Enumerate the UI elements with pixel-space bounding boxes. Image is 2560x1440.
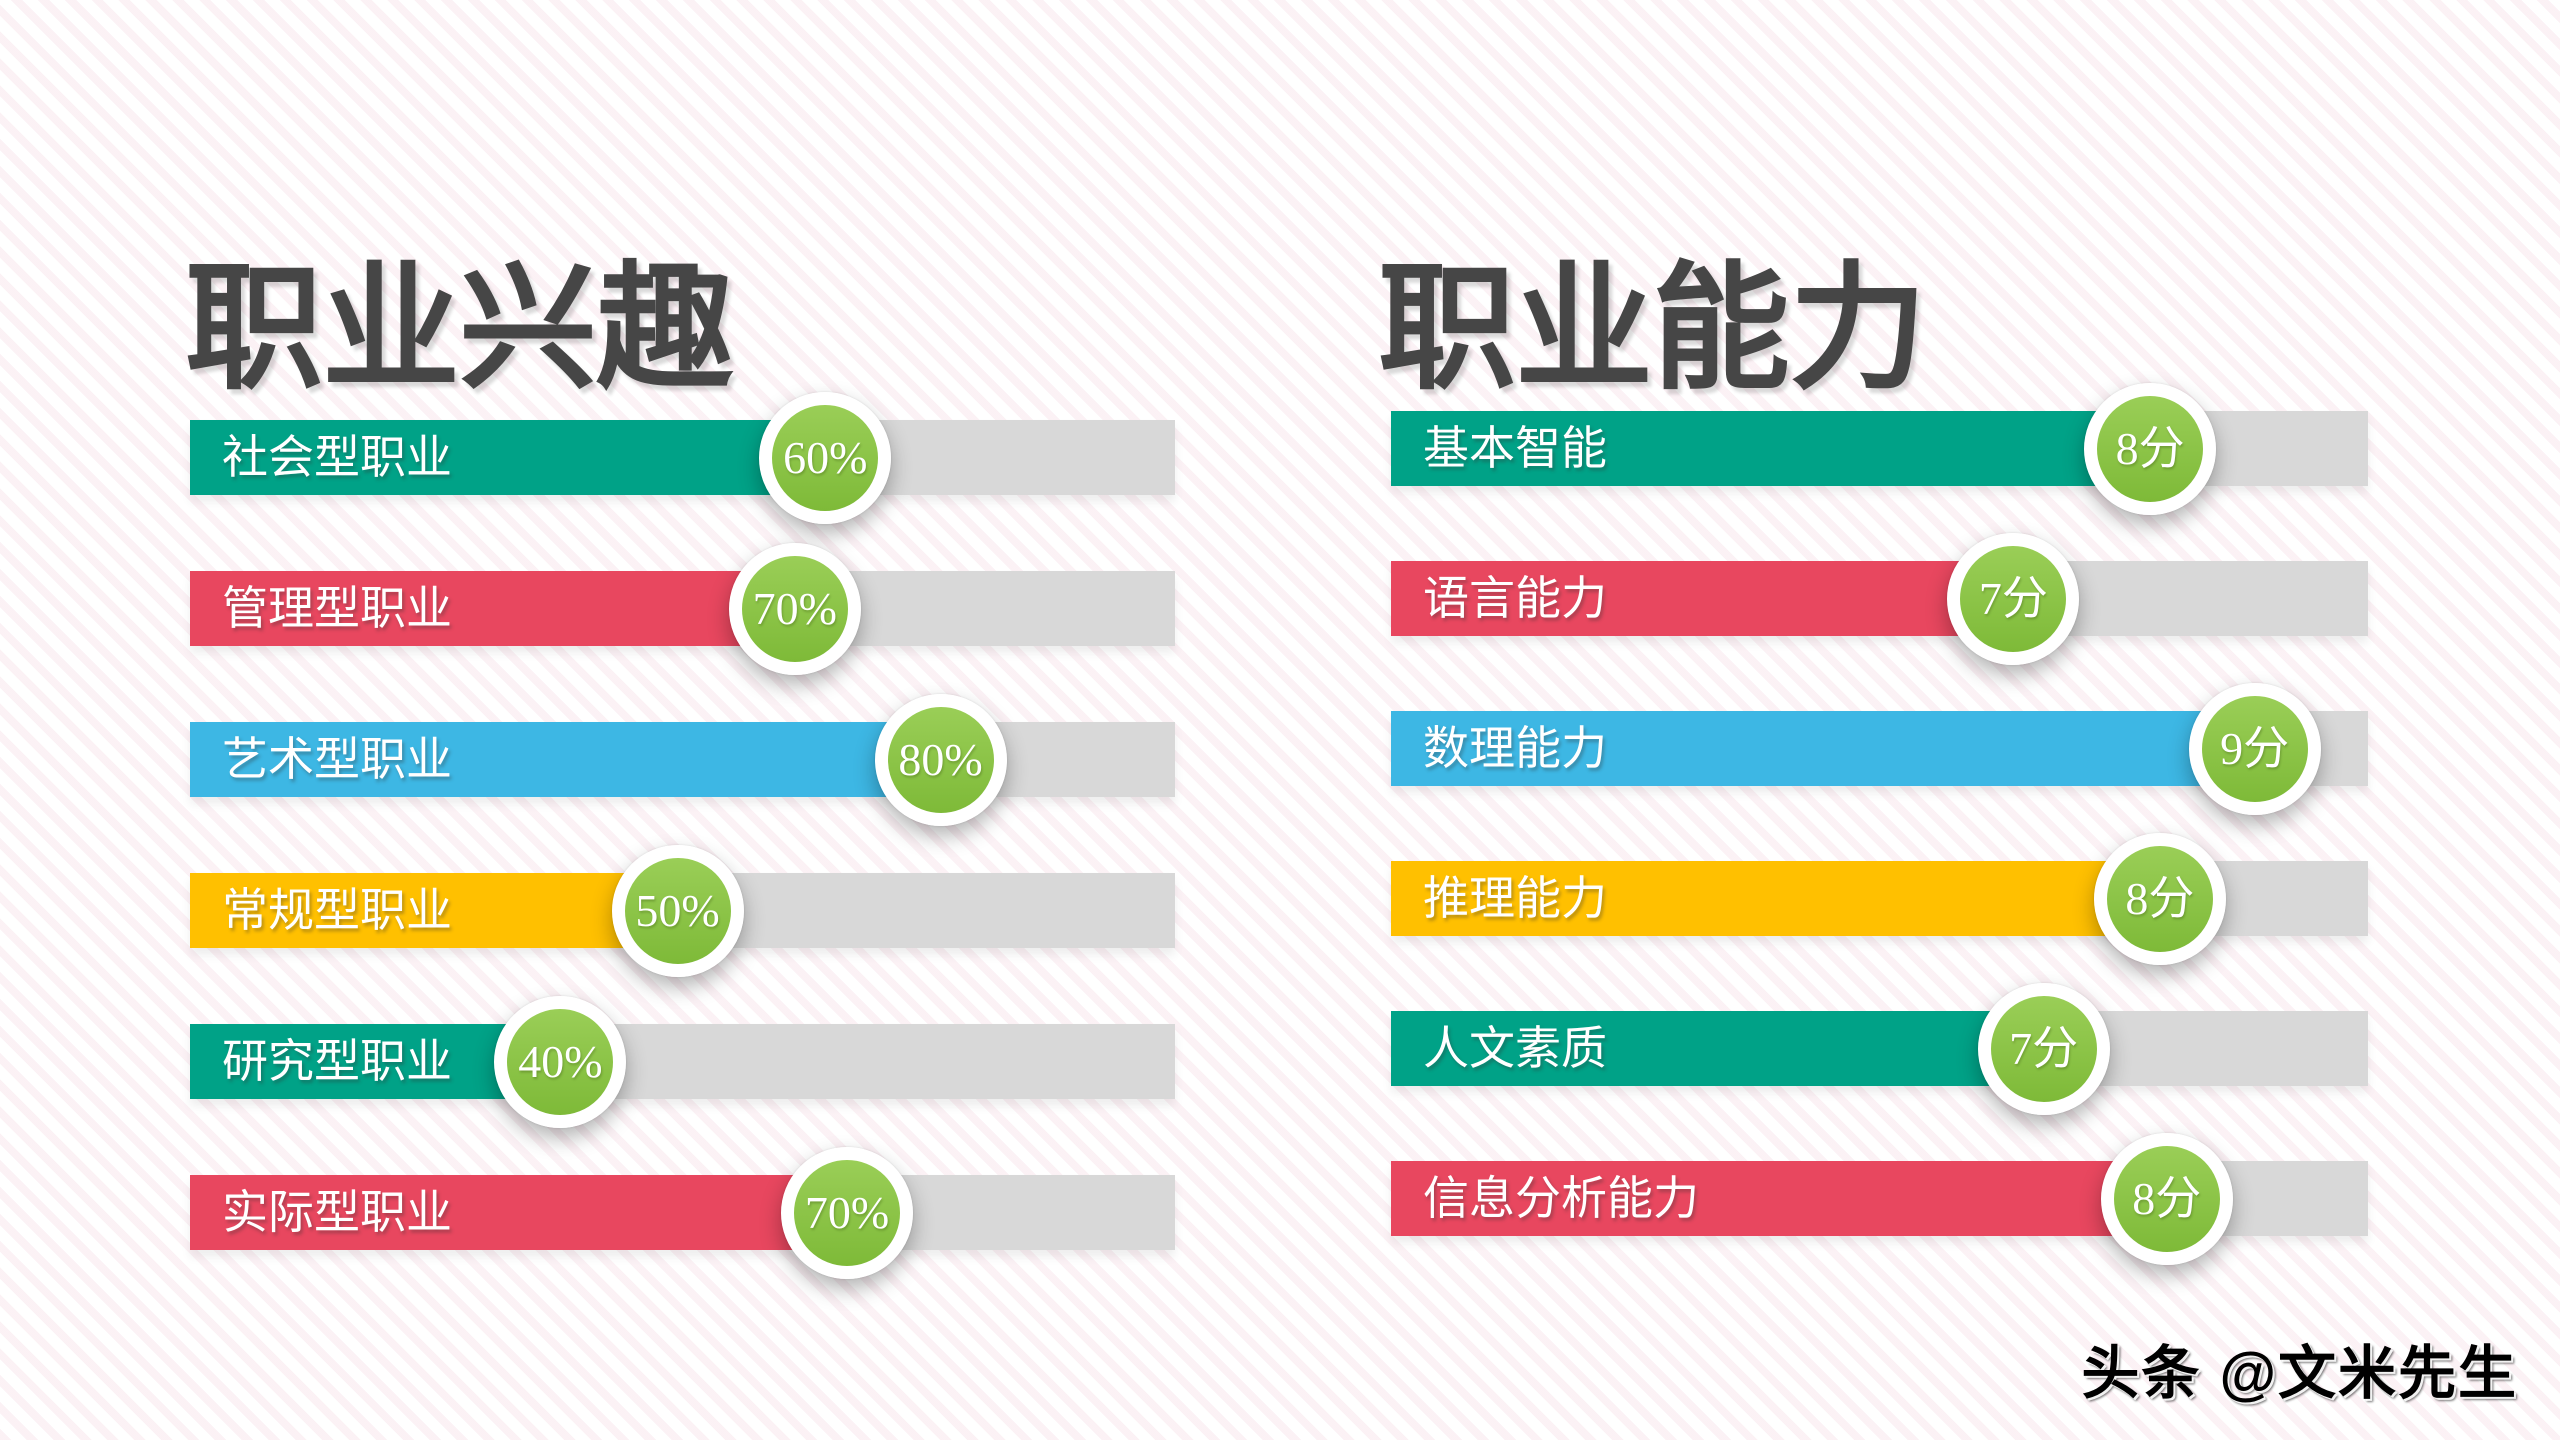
bar-label: 研究型职业 [222,1035,452,1087]
bar-track: 常规型职业 50% [190,844,1175,977]
badge-value: 7分 [1978,572,2048,624]
bar-label: 常规型职业 [222,884,452,936]
bar-fill [1391,1161,2167,1236]
bar-row: 常规型职业 50% [190,844,1175,977]
value-badge: 60% [759,391,892,524]
bar-label: 数理能力 [1423,722,1607,774]
bar-row: 人文素质 7分 [1391,982,2368,1115]
career-interest-chart: 社会型职业 60% 管理型职业 70% 艺术型职业 80% 常规型职业 [190,391,1175,1326]
badge-value: 9分 [2220,722,2290,774]
bar-fill [1391,711,2255,786]
bar-fill [1391,861,2160,936]
bar-label: 信息分析能力 [1423,1172,1699,1224]
bar-track: 艺术型职业 80% [190,693,1175,826]
badge-value: 8分 [2132,1172,2202,1224]
bar-label: 社会型职业 [222,431,452,483]
bar-label: 实际型职业 [222,1186,452,1238]
bar-fill [190,1175,847,1250]
value-badge: 80% [874,693,1007,826]
bar-label: 人文素质 [1423,1022,1607,1074]
bar-fill [190,873,678,948]
bar-row: 基本智能 8分 [1391,382,2368,515]
value-badge: 7分 [1977,982,2110,1115]
value-badge: 7分 [1947,532,2080,665]
bar-label: 基本智能 [1423,422,1607,474]
badge-value: 7分 [2009,1022,2079,1074]
bar-row: 社会型职业 60% [190,391,1175,524]
bar-fill [1391,411,2151,486]
career-ability-chart: 基本智能 8分 语言能力 7分 数理能力 9分 推理能力 [1391,382,2368,1311]
badge-value: 8分 [2115,422,2185,474]
bar-track: 基本智能 8分 [1391,382,2368,515]
bar-track: 语言能力 7分 [1391,532,2368,665]
badge-value: 70% [752,582,837,634]
bar-fill [190,420,826,495]
bar-row: 管理型职业 70% [190,542,1175,675]
watermark: 头条 @文米先生 [2081,1341,2518,1406]
bar-row: 信息分析能力 8分 [1391,1132,2368,1265]
value-badge: 8分 [2084,382,2217,515]
bar-fill [190,722,941,797]
badge-value: 50% [635,884,720,936]
bar-row: 推理能力 8分 [1391,832,2368,965]
bar-row: 研究型职业 40% [190,995,1175,1128]
bar-track: 数理能力 9分 [1391,682,2368,815]
bar-track: 社会型职业 60% [190,391,1175,524]
badge-value: 60% [783,431,868,483]
bar-row: 数理能力 9分 [1391,682,2368,815]
bar-label: 艺术型职业 [222,733,452,785]
value-badge: 50% [611,844,744,977]
bar-label: 语言能力 [1423,572,1607,624]
value-badge: 70% [780,1146,913,1279]
left-section-title: 职业兴趣 [185,252,734,407]
value-badge: 8分 [2100,1132,2233,1265]
badge-value: 70% [804,1186,890,1238]
bar-track: 研究型职业 40% [190,995,1175,1128]
bar-track: 实际型职业 70% [190,1146,1175,1279]
right-section-title: 职业能力 [1378,252,1927,407]
badge-value: 80% [898,733,983,785]
value-badge: 70% [728,542,861,675]
bar-row: 艺术型职业 80% [190,693,1175,826]
bar-fill [1391,561,2014,636]
bar-row: 实际型职业 70% [190,1146,1175,1279]
value-badge: 9分 [2188,682,2321,815]
value-badge: 40% [494,995,627,1128]
value-badge: 8分 [2093,832,2226,965]
bar-label: 推理能力 [1423,872,1607,924]
badge-value: 40% [518,1035,603,1087]
bar-label: 管理型职业 [222,582,452,634]
badge-value: 8分 [2125,872,2195,924]
bar-row: 语言能力 7分 [1391,532,2368,665]
bar-fill [1391,1011,2044,1086]
bar-track: 推理能力 8分 [1391,832,2368,965]
bar-fill [190,571,795,646]
bar-track: 管理型职业 70% [190,542,1175,675]
bar-track: 人文素质 7分 [1391,982,2368,1115]
bar-track: 信息分析能力 8分 [1391,1132,2368,1265]
